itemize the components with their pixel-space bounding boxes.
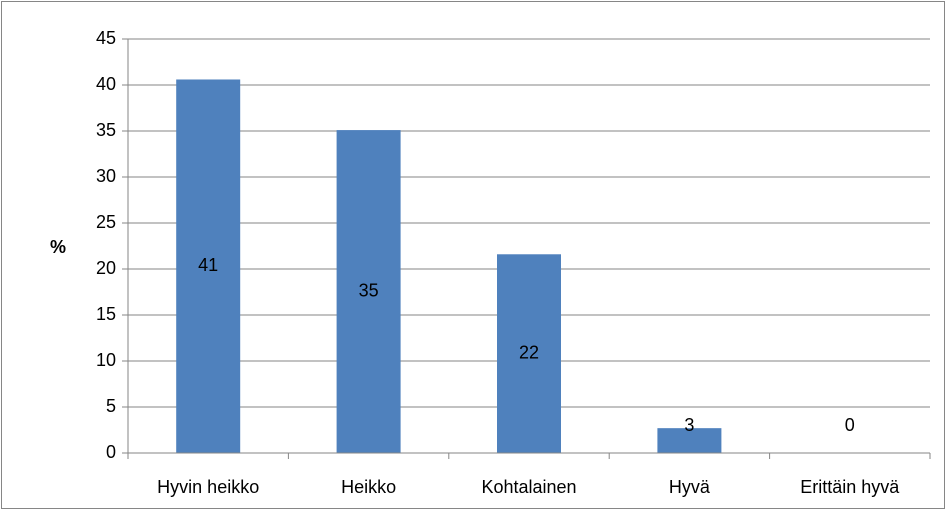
y-tick-label: 10: [96, 350, 116, 370]
y-tick-label: 0: [106, 442, 116, 462]
y-tick-label: 20: [96, 258, 116, 278]
bar: [497, 254, 561, 453]
bar: [336, 130, 401, 453]
y-axis-label: %: [50, 237, 66, 257]
data-label: 41: [198, 255, 218, 275]
y-tick-label: 30: [96, 166, 116, 186]
y-tick-label: 15: [96, 304, 116, 324]
y-tick-label: 45: [96, 28, 116, 48]
y-tick-label: 40: [96, 74, 116, 94]
x-tick-label: Hyvä: [669, 477, 711, 497]
data-label: 3: [684, 415, 694, 435]
bar: [176, 79, 241, 453]
bar: [657, 428, 722, 453]
x-tick-label: Kohtalainen: [481, 477, 576, 497]
x-tick-label: Erittäin hyvä: [800, 477, 900, 497]
data-label: 22: [519, 342, 539, 362]
x-tick-label: Heikko: [341, 477, 396, 497]
data-label: 35: [359, 280, 379, 300]
x-tick-label: Hyvin heikko: [157, 477, 259, 497]
y-tick-label: 5: [106, 396, 116, 416]
data-label: 0: [845, 415, 855, 435]
y-tick-label: 35: [96, 120, 116, 140]
y-tick-label: 25: [96, 212, 116, 232]
